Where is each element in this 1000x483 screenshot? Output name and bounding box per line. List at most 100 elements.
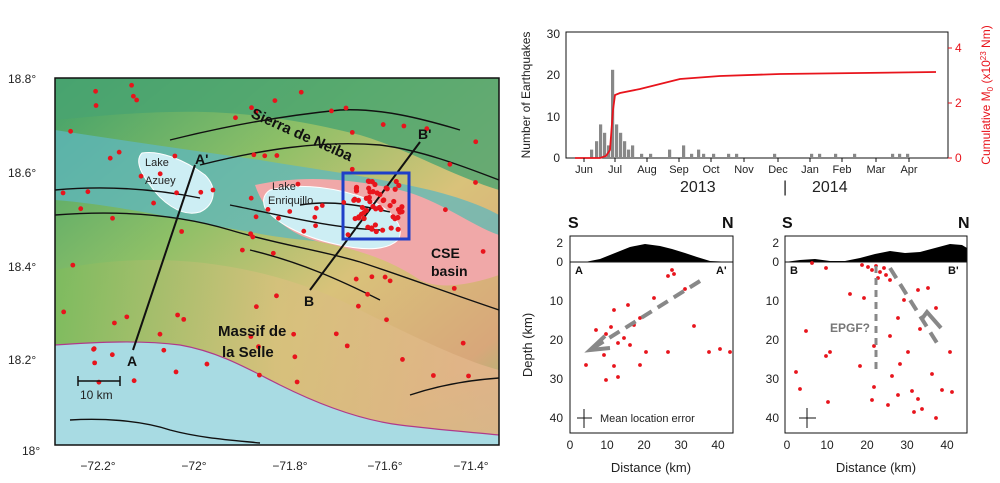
topo-profile-b xyxy=(785,244,967,262)
hypocenter xyxy=(584,363,588,367)
epicenter xyxy=(399,209,404,214)
epicenter xyxy=(394,179,399,184)
hypocenter xyxy=(810,261,814,265)
hypocenter xyxy=(652,296,656,300)
hypocenter xyxy=(666,350,670,354)
svg-text:10 km: 10 km xyxy=(80,388,113,402)
epicenter xyxy=(383,275,388,280)
depth-tick: 40 xyxy=(550,411,564,425)
epicenter xyxy=(295,380,300,385)
depth-tick-b: 40 xyxy=(766,411,780,425)
epicenter xyxy=(91,347,96,352)
hypocenter xyxy=(872,385,876,389)
hypocenter xyxy=(692,324,696,328)
earthquake-timeseries: 0 10 20 30 0 2 4 Jun Jul Aug Sep Oct Nov Dec Ja… xyxy=(519,25,995,196)
epicenter xyxy=(93,89,98,94)
hypocenter xyxy=(920,407,924,411)
count-bar xyxy=(773,154,776,158)
label-cse-basin-2: basin xyxy=(431,263,468,279)
epicenter xyxy=(70,263,75,268)
count-bar xyxy=(727,154,730,158)
count-bar xyxy=(649,154,652,158)
count-bar xyxy=(631,145,634,158)
epicenter xyxy=(129,83,134,88)
label-a: A xyxy=(127,353,137,369)
epicenter xyxy=(443,207,448,212)
epicenter xyxy=(108,156,113,161)
count-bar xyxy=(627,150,630,158)
hypocenter xyxy=(884,273,888,277)
epicenter xyxy=(112,321,117,326)
epicenter xyxy=(346,232,351,237)
epicenter xyxy=(262,153,267,158)
epicenter xyxy=(393,187,398,192)
map-x-axis: −72.2° −72° −71.8° −71.6° −71.4° xyxy=(80,459,488,473)
epicenter xyxy=(274,153,279,158)
epicenter xyxy=(110,216,115,221)
dist-tick-b: 0 xyxy=(784,438,791,452)
ts-ytick-left: 0 xyxy=(553,151,560,165)
epicenter xyxy=(132,378,137,383)
month-label: Jun xyxy=(575,164,593,176)
hypocenter xyxy=(602,353,606,357)
cross-section-a: S N A A' Mean location error xyxy=(568,215,734,433)
hypocenter xyxy=(718,347,722,351)
epicenter xyxy=(345,343,350,348)
month-label: Dec xyxy=(768,164,788,176)
epicenter xyxy=(61,309,66,314)
epicenter xyxy=(274,293,279,298)
map-xtick: −71.4° xyxy=(453,459,488,473)
dist-tick-b: 10 xyxy=(820,438,834,452)
topo-tick-b: 0 xyxy=(772,255,779,269)
hypocenter xyxy=(910,389,914,393)
month-label: Aug xyxy=(637,164,657,176)
map-xtick: −72° xyxy=(181,459,206,473)
epicenter xyxy=(364,208,369,213)
right-s-label: S xyxy=(782,215,793,232)
hypocenter xyxy=(888,278,892,282)
hypocenter xyxy=(866,265,870,269)
hypocenter xyxy=(728,350,732,354)
month-label: Feb xyxy=(833,164,852,176)
epicenter xyxy=(257,373,262,378)
epicenter xyxy=(447,162,452,167)
month-label: Nov xyxy=(734,164,754,176)
count-bar xyxy=(853,154,856,158)
dist-tick-b: 20 xyxy=(860,438,874,452)
map-ytick: 18.8° xyxy=(8,72,36,86)
hypocenter xyxy=(858,364,862,368)
shaded-relief-map: Sierra de Neiba Lake Azuey Lake Enriquil… xyxy=(8,72,499,473)
epicenter xyxy=(92,360,97,365)
topo-profile-a xyxy=(570,244,733,262)
hypocenter xyxy=(934,416,938,420)
epicenter xyxy=(329,109,334,114)
epicenter xyxy=(85,189,90,194)
count-bar xyxy=(834,154,837,158)
month-label: Mar xyxy=(867,164,886,176)
dist-tick: 10 xyxy=(600,438,614,452)
topo-tick-b: 2 xyxy=(772,236,779,250)
count-bar xyxy=(906,154,909,158)
dist-tick-b: 40 xyxy=(940,438,954,452)
epicenter xyxy=(249,196,254,201)
hypocenter xyxy=(683,287,687,291)
hypocenter xyxy=(826,400,830,404)
dist-tick-b: 30 xyxy=(900,438,914,452)
label-a-prime: A' xyxy=(195,151,208,167)
epicenter xyxy=(94,103,99,108)
hypocenter xyxy=(798,387,802,391)
epicenter xyxy=(392,216,397,221)
hypocenter xyxy=(644,350,648,354)
epicenter xyxy=(374,229,379,234)
hypocenter xyxy=(804,329,808,333)
hypocenter xyxy=(594,328,598,332)
count-bar xyxy=(668,150,671,158)
epicenter xyxy=(276,216,281,221)
hypocenter xyxy=(672,272,676,276)
count-bar xyxy=(735,154,738,158)
epicenter xyxy=(181,317,186,322)
label-massif-1: Massif de xyxy=(218,323,286,340)
epicenter xyxy=(354,185,359,190)
map-xtick: −72.2° xyxy=(80,459,115,473)
count-bar xyxy=(898,154,901,158)
